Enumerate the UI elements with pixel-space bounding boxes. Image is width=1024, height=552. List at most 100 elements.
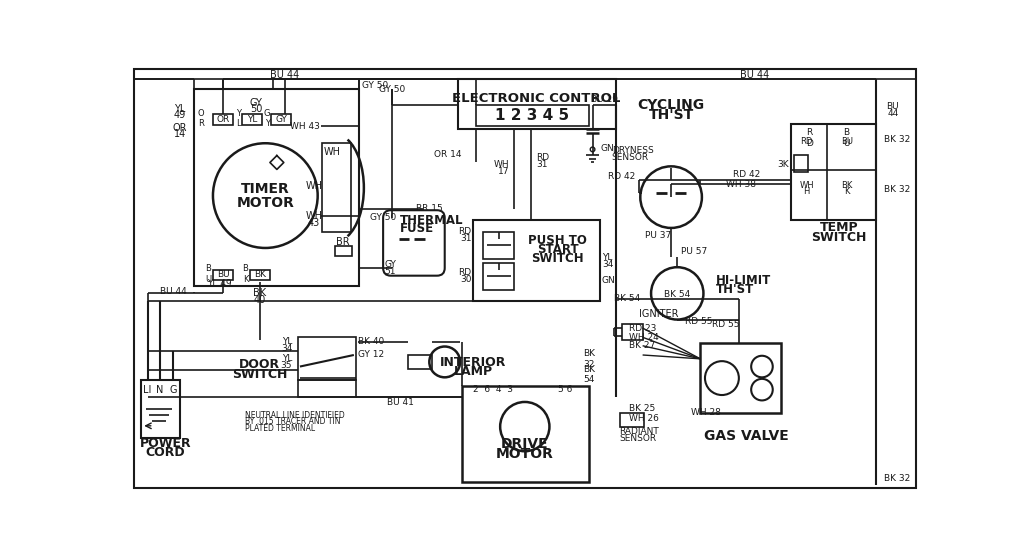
Text: 34: 34 — [281, 344, 292, 353]
Text: GY 50: GY 50 — [379, 85, 406, 94]
Text: 1 2 3 4 5: 1 2 3 4 5 — [496, 108, 569, 123]
Text: GY: GY — [275, 115, 288, 124]
Text: WH 43: WH 43 — [290, 122, 319, 131]
Text: 40: 40 — [254, 295, 266, 305]
Text: 3K: 3K — [777, 160, 788, 168]
Text: WH 24: WH 24 — [629, 333, 658, 342]
Text: BR 15: BR 15 — [416, 204, 442, 213]
Text: YL: YL — [174, 104, 185, 114]
Text: H: H — [804, 187, 810, 197]
Text: GN: GN — [600, 144, 614, 153]
Bar — [335, 246, 351, 257]
Text: WH: WH — [305, 211, 323, 221]
Text: BU 44: BU 44 — [739, 70, 769, 79]
Text: HI-LIMIT: HI-LIMIT — [716, 274, 771, 287]
Bar — [462, 386, 589, 482]
Text: B
U: B U — [844, 128, 850, 147]
Text: SENSOR: SENSOR — [620, 434, 656, 443]
Bar — [298, 380, 356, 397]
Text: RD: RD — [537, 152, 550, 162]
Text: RD 42: RD 42 — [733, 171, 760, 179]
Text: G: G — [169, 385, 177, 395]
Bar — [213, 269, 233, 280]
Text: WH: WH — [324, 147, 341, 157]
Text: RD: RD — [459, 268, 472, 277]
Bar — [213, 114, 233, 125]
Bar — [250, 269, 270, 280]
Text: 17: 17 — [498, 167, 509, 176]
Text: 34: 34 — [602, 259, 613, 269]
Text: PUSH TO: PUSH TO — [528, 233, 588, 247]
Text: INTERIOR: INTERIOR — [440, 356, 507, 369]
Text: DRYNESS: DRYNESS — [611, 146, 653, 156]
Text: PU 57: PU 57 — [681, 247, 708, 256]
Text: RD 23: RD 23 — [629, 323, 656, 332]
Text: GY: GY — [384, 261, 396, 269]
Bar — [458, 79, 615, 129]
Text: 35: 35 — [281, 361, 292, 370]
Text: GY: GY — [250, 98, 262, 108]
Bar — [322, 143, 351, 232]
Text: TIMER: TIMER — [241, 183, 290, 197]
Bar — [475, 105, 590, 126]
Text: B
K: B K — [243, 264, 249, 284]
Text: RADIANT: RADIANT — [620, 427, 659, 437]
Bar — [473, 220, 600, 301]
Text: 49: 49 — [174, 110, 186, 120]
Text: OR: OR — [216, 115, 229, 124]
Bar — [483, 232, 514, 259]
Text: WH 26: WH 26 — [629, 413, 658, 423]
Bar — [243, 114, 262, 125]
Text: BK 27: BK 27 — [629, 341, 655, 351]
Text: OR 14: OR 14 — [434, 150, 462, 160]
Bar — [271, 114, 292, 125]
Text: Y
L: Y L — [236, 109, 241, 128]
Text: TEMP: TEMP — [819, 221, 858, 235]
Text: BK 54: BK 54 — [665, 290, 690, 299]
Text: 2  6  4  3: 2 6 4 3 — [473, 385, 513, 394]
Text: PU 37: PU 37 — [645, 231, 671, 240]
Text: POWER: POWER — [139, 437, 191, 450]
Text: WH 38: WH 38 — [726, 179, 756, 189]
Bar — [141, 380, 180, 438]
Text: MOTOR: MOTOR — [237, 195, 294, 210]
Text: BK 25: BK 25 — [629, 405, 655, 413]
Text: IGNITER: IGNITER — [639, 309, 678, 319]
Text: R
D: R D — [806, 128, 813, 147]
Text: B
U: B U — [205, 264, 211, 284]
Text: WH: WH — [494, 160, 509, 169]
Text: BK 32: BK 32 — [884, 135, 910, 144]
Text: BK: BK — [254, 270, 266, 279]
Text: BK 40: BK 40 — [357, 337, 384, 347]
Bar — [298, 337, 356, 380]
Text: BU 41: BU 41 — [387, 398, 414, 407]
Text: G
Y: G Y — [263, 109, 270, 128]
Text: 44: 44 — [887, 109, 898, 118]
Text: BU: BU — [841, 137, 853, 146]
Text: DRIVE: DRIVE — [501, 437, 549, 450]
Text: BU 44: BU 44 — [270, 70, 299, 79]
Text: YL 49: YL 49 — [207, 279, 231, 288]
Text: BR: BR — [336, 237, 350, 247]
Text: WH: WH — [305, 181, 323, 190]
Text: 31: 31 — [537, 160, 548, 168]
Text: OR: OR — [173, 123, 187, 133]
Text: ELECTRONIC CONTROL: ELECTRONIC CONTROL — [453, 92, 621, 105]
Text: CORD: CORD — [145, 446, 185, 459]
Text: TH'ST: TH'ST — [716, 283, 754, 296]
Text: WH 28: WH 28 — [691, 408, 721, 417]
Text: GY 50: GY 50 — [370, 214, 396, 222]
Bar — [194, 89, 359, 286]
Bar — [483, 263, 514, 290]
Text: 5 6: 5 6 — [558, 385, 572, 394]
Text: 14: 14 — [174, 129, 186, 139]
Text: YL: YL — [282, 337, 292, 347]
Text: SWITCH: SWITCH — [232, 368, 288, 381]
Text: LI: LI — [143, 385, 152, 395]
Bar — [792, 124, 876, 220]
Bar — [622, 324, 643, 339]
Text: RD 42: RD 42 — [607, 172, 635, 181]
Text: N: N — [156, 385, 164, 395]
Bar — [795, 155, 808, 172]
Text: CYCLING: CYCLING — [638, 98, 705, 112]
